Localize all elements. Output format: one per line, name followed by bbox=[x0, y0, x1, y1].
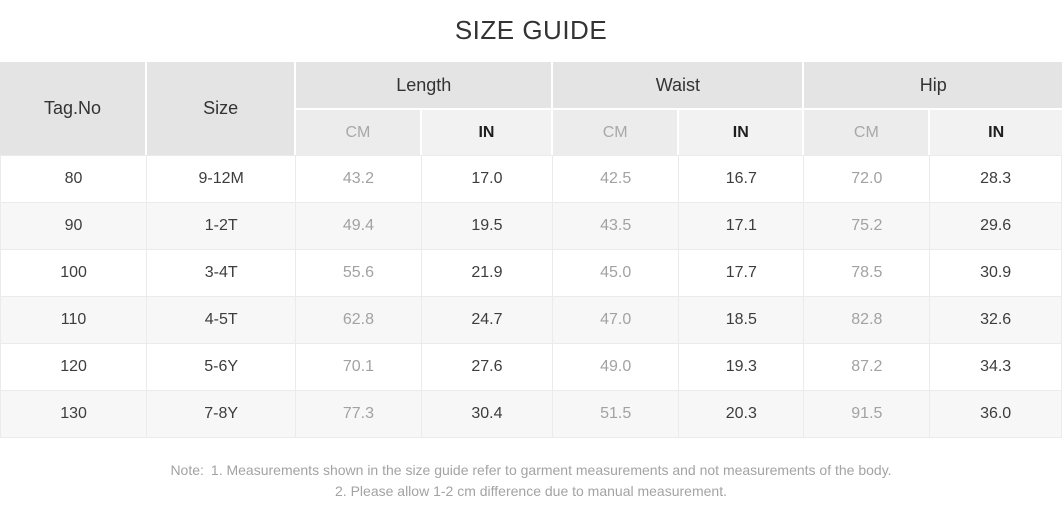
cell-tag-no: 90 bbox=[0, 203, 148, 250]
cell-hip-in: 28.3 bbox=[930, 155, 1062, 203]
cell-hip-cm: 75.2 bbox=[804, 203, 931, 250]
cell-size: 1-2T bbox=[147, 203, 297, 250]
page-title: SIZE GUIDE bbox=[454, 15, 608, 45]
cell-length-in: 19.5 bbox=[421, 203, 554, 250]
cell-size: 5-6Y bbox=[147, 344, 297, 391]
col-header-length: Length bbox=[296, 62, 554, 110]
cell-tag-no: 110 bbox=[0, 297, 148, 344]
table-row: 80 9-12M 43.2 17.0 42.5 16.7 72.0 28.3 bbox=[0, 155, 1062, 203]
subheader-waist-in: IN bbox=[679, 110, 805, 155]
cell-hip-cm: 91.5 bbox=[804, 391, 931, 438]
cell-size: 3-4T bbox=[147, 250, 297, 297]
cell-length-cm: 62.8 bbox=[296, 297, 422, 344]
cell-waist-cm: 45.0 bbox=[553, 250, 680, 297]
cell-waist-cm: 43.5 bbox=[553, 203, 680, 250]
subheader-waist-cm: CM bbox=[553, 110, 680, 155]
cell-length-in: 27.6 bbox=[421, 344, 554, 391]
cell-waist-in: 18.5 bbox=[679, 297, 805, 344]
subheader-hip-in: IN bbox=[930, 110, 1062, 155]
cell-waist-cm: 42.5 bbox=[553, 155, 680, 203]
table-header: Tag.No Size Length Waist Hip CM IN CM IN… bbox=[0, 62, 1062, 155]
note-section: Note: 1. Measurements shown in the size g… bbox=[0, 460, 1062, 502]
cell-tag-no: 120 bbox=[0, 344, 148, 391]
cell-hip-cm: 72.0 bbox=[804, 155, 931, 203]
cell-hip-in: 29.6 bbox=[930, 203, 1062, 250]
cell-waist-cm: 47.0 bbox=[553, 297, 680, 344]
cell-waist-cm: 51.5 bbox=[553, 391, 680, 438]
table-row: 110 4-5T 62.8 24.7 47.0 18.5 82.8 32.6 bbox=[0, 297, 1062, 344]
cell-tag-no: 130 bbox=[0, 391, 148, 438]
cell-length-cm: 70.1 bbox=[296, 344, 422, 391]
col-header-tag-no: Tag.No bbox=[0, 62, 148, 155]
cell-hip-cm: 82.8 bbox=[804, 297, 931, 344]
cell-hip-in: 36.0 bbox=[930, 391, 1062, 438]
cell-length-in: 17.0 bbox=[421, 155, 554, 203]
col-header-hip: Hip bbox=[804, 62, 1062, 110]
cell-length-in: 24.7 bbox=[421, 297, 554, 344]
subheader-hip-cm: CM bbox=[804, 110, 931, 155]
subheader-length-in: IN bbox=[421, 110, 554, 155]
cell-waist-in: 20.3 bbox=[679, 391, 805, 438]
header-row-units: CM IN CM IN CM IN bbox=[0, 110, 1062, 155]
table-row: 100 3-4T 55.6 21.9 45.0 17.7 78.5 30.9 bbox=[0, 250, 1062, 297]
cell-tag-no: 80 bbox=[0, 155, 148, 203]
cell-hip-cm: 78.5 bbox=[804, 250, 931, 297]
size-guide-page: SIZE GUIDE Tag.No Size Length Waist Hip … bbox=[0, 14, 1062, 502]
cell-waist-in: 19.3 bbox=[679, 344, 805, 391]
cell-hip-cm: 87.2 bbox=[804, 344, 931, 391]
note-line-2: 2. Please allow 1-2 cm difference due to… bbox=[335, 483, 727, 499]
note-line-1: Note: 1. Measurements shown in the size g… bbox=[0, 460, 1062, 481]
cell-length-cm: 43.2 bbox=[296, 155, 422, 203]
cell-waist-in: 17.7 bbox=[679, 250, 805, 297]
note-label: Note: bbox=[170, 462, 204, 478]
table-row: 90 1-2T 49.4 19.5 43.5 17.1 75.2 29.6 bbox=[0, 203, 1062, 250]
cell-size: 7-8Y bbox=[147, 391, 297, 438]
size-guide-table: Tag.No Size Length Waist Hip CM IN CM IN… bbox=[0, 62, 1062, 438]
col-header-waist: Waist bbox=[553, 62, 805, 110]
cell-hip-in: 30.9 bbox=[930, 250, 1062, 297]
cell-hip-in: 34.3 bbox=[930, 344, 1062, 391]
cell-waist-in: 16.7 bbox=[679, 155, 805, 203]
cell-length-cm: 55.6 bbox=[296, 250, 422, 297]
cell-length-cm: 77.3 bbox=[296, 391, 422, 438]
cell-waist-cm: 49.0 bbox=[553, 344, 680, 391]
table-row: 130 7-8Y 77.3 30.4 51.5 20.3 91.5 36.0 bbox=[0, 391, 1062, 438]
table-row: 120 5-6Y 70.1 27.6 49.0 19.3 87.2 34.3 bbox=[0, 344, 1062, 391]
cell-length-cm: 49.4 bbox=[296, 203, 422, 250]
col-header-size: Size bbox=[147, 62, 297, 155]
table-body: 80 9-12M 43.2 17.0 42.5 16.7 72.0 28.3 9… bbox=[0, 155, 1062, 438]
cell-length-in: 21.9 bbox=[421, 250, 554, 297]
cell-waist-in: 17.1 bbox=[679, 203, 805, 250]
cell-tag-no: 100 bbox=[0, 250, 148, 297]
note-text-1: 1. Measurements shown in the size guide … bbox=[210, 462, 892, 478]
cell-hip-in: 32.6 bbox=[930, 297, 1062, 344]
subheader-length-cm: CM bbox=[296, 110, 422, 155]
cell-length-in: 30.4 bbox=[421, 391, 554, 438]
cell-size: 4-5T bbox=[147, 297, 297, 344]
header-row-groups: Tag.No Size Length Waist Hip bbox=[0, 62, 1062, 155]
cell-size: 9-12M bbox=[147, 155, 297, 203]
